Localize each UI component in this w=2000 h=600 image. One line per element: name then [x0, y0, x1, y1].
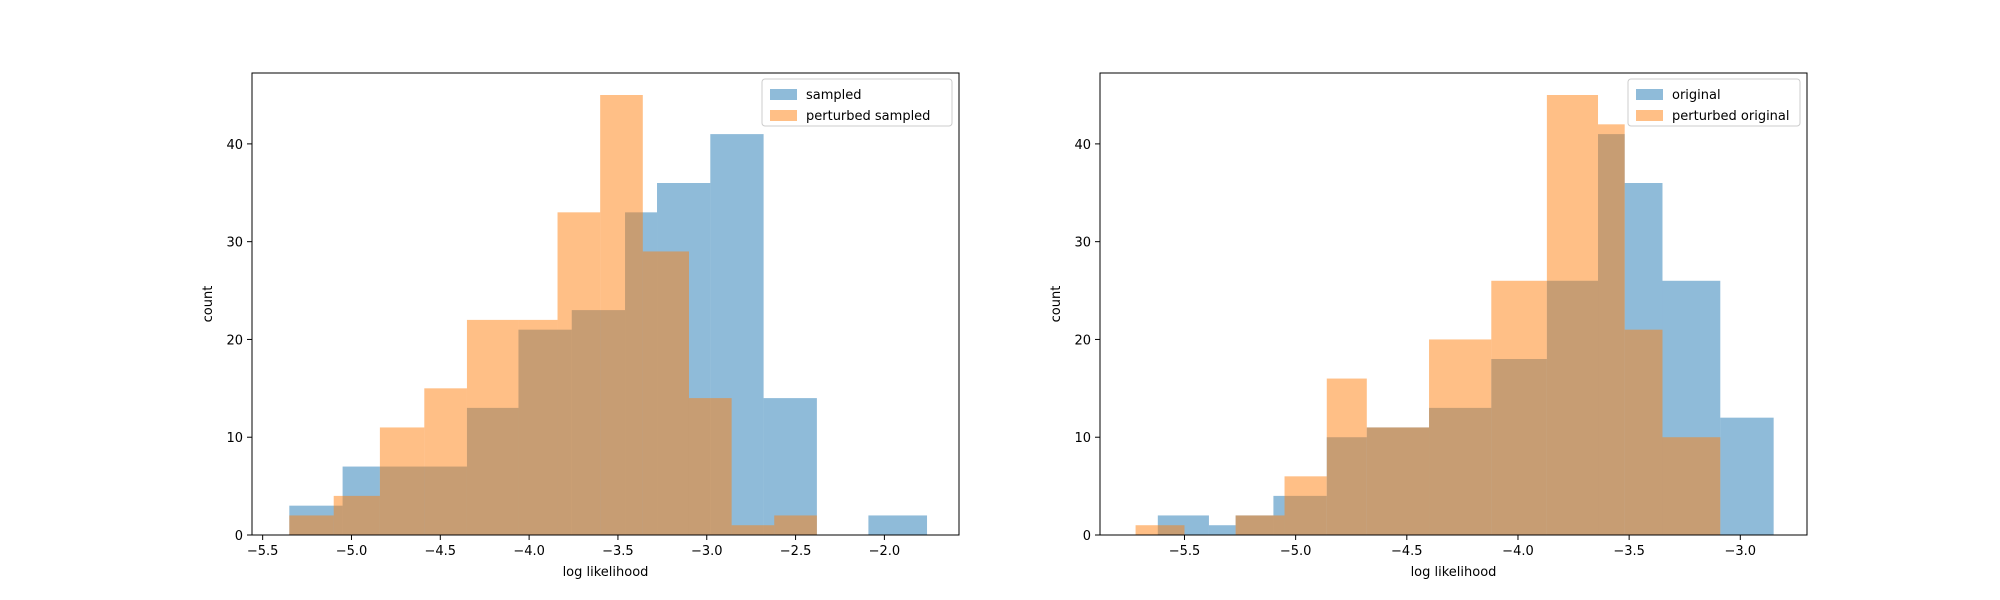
- bar-1-11: [1662, 437, 1721, 535]
- y-tick-label: 10: [1074, 431, 1091, 446]
- y-tick-label: 30: [1074, 236, 1091, 251]
- bar-1-4: [1326, 378, 1367, 535]
- series-1-bars: [1135, 95, 1721, 535]
- x-axis-label: log likelihood: [1411, 565, 1497, 580]
- y-tick-label: 30: [226, 236, 243, 251]
- bar-1-8: [642, 251, 689, 535]
- x-tick-label: −5.0: [1280, 544, 1312, 559]
- bar-1-10: [731, 525, 775, 535]
- y-axis-label: count: [1049, 286, 1064, 323]
- bar-1-0: [1135, 525, 1185, 535]
- x-ticks: −5.5 −5.0 −4.5 −4.0 −3.5 −3.0 −2.5 −2.0: [247, 535, 900, 559]
- y-tick-label: 40: [226, 138, 243, 153]
- legend-label: sampled: [806, 88, 862, 103]
- bar-1-7: [1491, 280, 1547, 535]
- legend-box: [761, 78, 953, 127]
- bar-1-9: [688, 398, 732, 535]
- x-tick-label: −3.5: [602, 544, 634, 559]
- bar-1-6: [557, 212, 601, 536]
- legend-swatch: [1636, 110, 1663, 121]
- axes-frame: [251, 72, 960, 536]
- bar-1-3: [424, 388, 467, 535]
- axes-frame: [1099, 72, 1808, 536]
- x-tick-label: −2.5: [780, 544, 812, 559]
- bar-1-2: [379, 427, 425, 535]
- bar-1-7: [600, 95, 643, 535]
- legend-swatch: [770, 89, 797, 100]
- legend: original perturbed original: [1627, 78, 1801, 127]
- legend: sampled perturbed sampled: [761, 78, 953, 127]
- bar-1-5: [518, 319, 558, 535]
- x-tick-label: −4.0: [513, 544, 545, 559]
- legend-label: original: [1672, 88, 1721, 103]
- x-tick-label: −5.5: [247, 544, 279, 559]
- bar-1-11: [774, 515, 817, 535]
- x-tick-label: −4.0: [1502, 544, 1534, 559]
- bar-1-4: [466, 319, 519, 535]
- x-tick-label: −4.5: [1391, 544, 1423, 559]
- bar-1-3: [1284, 476, 1327, 535]
- left-histogram: −5.5 −5.0 −4.5 −4.0 −3.5 −3.0 −2.5 −2.0 0 10 20 30 4…: [201, 72, 960, 580]
- bar-0-9: [763, 398, 817, 535]
- x-tick-label: −3.0: [1725, 544, 1757, 559]
- series-1-bars: [289, 95, 817, 536]
- bar-0-12: [1720, 417, 1774, 535]
- y-tick-label: 0: [1083, 529, 1091, 544]
- x-axis-label: log likelihood: [563, 565, 649, 580]
- bar-1-5: [1366, 427, 1430, 535]
- x-tick-label: −4.5: [425, 544, 457, 559]
- y-tick-label: 0: [235, 529, 243, 544]
- legend-swatch: [770, 110, 797, 121]
- x-tick-label: −2.0: [869, 544, 901, 559]
- bar-1-10: [1624, 329, 1663, 535]
- y-tick-label: 20: [226, 333, 243, 348]
- x-tick-label: −5.5: [1169, 544, 1201, 559]
- x-ticks: −5.5 −5.0 −4.5 −4.0 −3.5 −3.0: [1169, 535, 1756, 559]
- y-ticks: 0 10 20 30 40: [226, 138, 252, 544]
- bar-1-0: [289, 515, 334, 535]
- bar-1-8: [1546, 95, 1599, 535]
- legend-box: [1627, 78, 1801, 127]
- bar-1-2: [1235, 515, 1285, 535]
- bar-1-9: [1598, 124, 1625, 535]
- x-tick-label: −3.5: [1613, 544, 1645, 559]
- bar-1-1: [333, 495, 380, 535]
- x-tick-label: −3.0: [691, 544, 723, 559]
- bar-1-6: [1429, 339, 1492, 535]
- right-histogram: −5.5 −5.0 −4.5 −4.0 −3.5 −3.0 0 10 20 30 40 log lik…: [1049, 72, 1808, 580]
- y-tick-label: 40: [1074, 138, 1091, 153]
- bar-0-11: [868, 515, 928, 535]
- y-tick-label: 20: [1074, 333, 1091, 348]
- y-axis-label: count: [201, 286, 216, 323]
- bar-0-1: [1208, 525, 1236, 535]
- y-ticks: 0 10 20 30 40: [1074, 138, 1100, 544]
- legend-label: perturbed original: [1672, 109, 1790, 124]
- y-tick-label: 10: [226, 431, 243, 446]
- x-tick-label: −5.0: [336, 544, 368, 559]
- legend-label: perturbed sampled: [806, 109, 930, 124]
- legend-swatch: [1636, 89, 1663, 100]
